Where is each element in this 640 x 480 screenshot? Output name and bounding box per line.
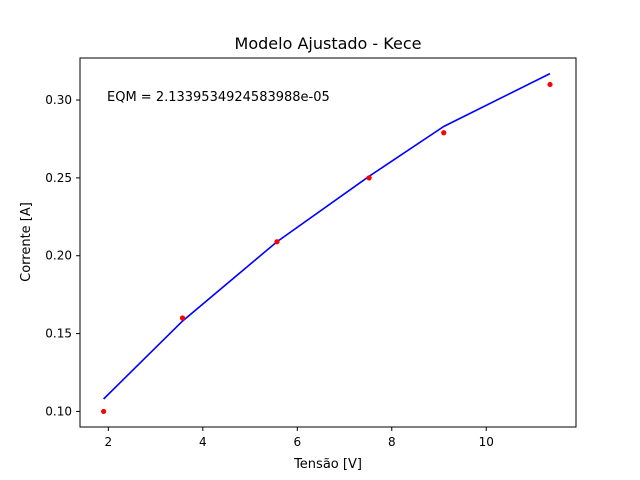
chart-title: Modelo Ajustado - Kece xyxy=(235,34,422,53)
y-axis-label: Corrente [A] xyxy=(19,202,34,282)
axes-frame xyxy=(79,57,577,428)
x-tick-label: 2 xyxy=(105,435,113,449)
x-tick-label: 10 xyxy=(479,435,494,449)
plot-area: 2 4 6 8 10 0.10 0.15 0.20 0.25 0.30 xyxy=(45,57,577,449)
y-tick-label: 0.25 xyxy=(45,171,72,185)
fitted-curve-line xyxy=(103,72,551,400)
x-tick-label: 4 xyxy=(199,435,207,449)
data-point xyxy=(101,408,107,415)
x-tick-label: 6 xyxy=(293,435,301,449)
data-point xyxy=(547,81,553,88)
annotation-eqm: EQM = 2.1339534924583988e-05 xyxy=(107,90,330,105)
data-point xyxy=(441,130,447,136)
y-tick-label: 0.10 xyxy=(45,404,72,418)
y-tick-label: 0.15 xyxy=(45,327,72,341)
y-tick-label: 0.20 xyxy=(45,249,72,263)
y-tick-label: 0.30 xyxy=(45,93,72,107)
data-point xyxy=(274,239,280,245)
data-point xyxy=(179,315,186,321)
x-tick-label: 8 xyxy=(388,435,396,449)
data-point xyxy=(366,175,372,181)
x-axis-label: Tensão [V] xyxy=(293,457,362,472)
